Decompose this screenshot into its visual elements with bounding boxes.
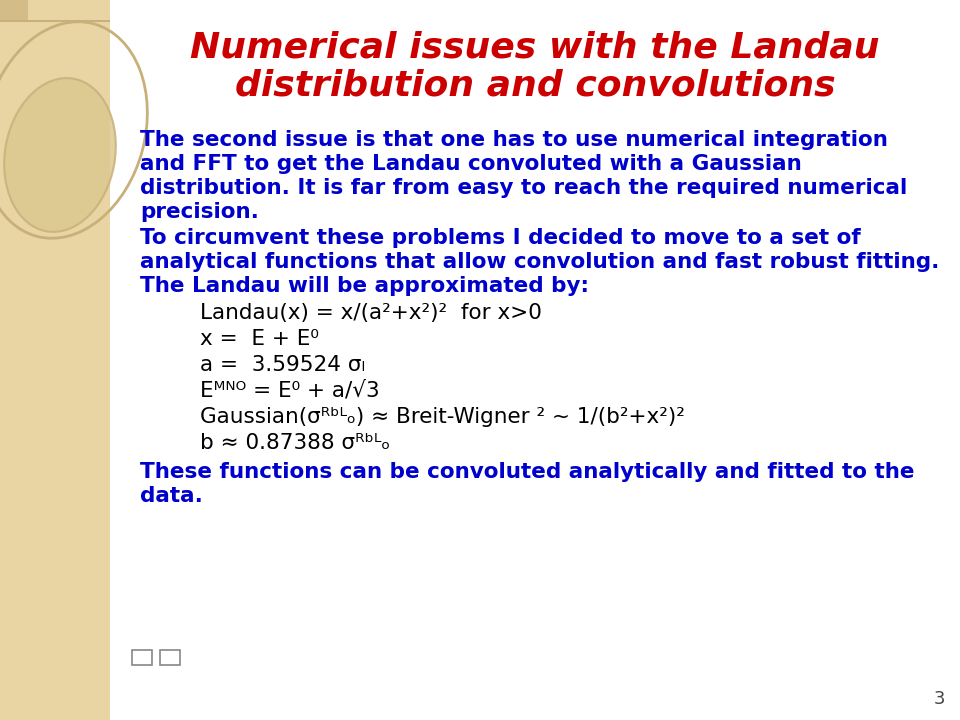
Text: precision.: precision. (140, 202, 259, 222)
Bar (0, 0, 110, 720)
Text: The second issue is that one has to use numerical integration: The second issue is that one has to use … (140, 130, 888, 150)
Text: To circumvent these problems I decided to move to a set of: To circumvent these problems I decided t… (140, 228, 861, 248)
Text: data.: data. (140, 486, 203, 506)
Bar (0, 0, 28, 20)
Text: Landau(x) = x/(a²+x²)²  for x>0: Landau(x) = x/(a²+x²)² for x>0 (200, 303, 541, 323)
Ellipse shape (4, 78, 116, 232)
Text: 3: 3 (933, 690, 945, 708)
Text: b ≈ 0.87388 σᴿᵇᴸₒ: b ≈ 0.87388 σᴿᵇᴸₒ (200, 433, 391, 453)
Bar (160, 650, 180, 665)
Text: Gaussian(σᴿᵇᴸₒ) ≈ Breit-Wigner ² ~ 1/(b²+x²)²: Gaussian(σᴿᵇᴸₒ) ≈ Breit-Wigner ² ~ 1/(b²… (200, 407, 684, 427)
Text: Numerical issues with the Landau: Numerical issues with the Landau (190, 31, 879, 65)
Text: These functions can be convoluted analytically and fitted to the: These functions can be convoluted analyt… (140, 462, 915, 482)
Text: analytical functions that allow convolution and fast robust fitting.: analytical functions that allow convolut… (140, 252, 940, 272)
Text: The Landau will be approximated by:: The Landau will be approximated by: (140, 276, 589, 296)
Bar (132, 650, 152, 665)
Text: a =  3.59524 σₗ: a = 3.59524 σₗ (200, 355, 365, 375)
Text: distribution and convolutions: distribution and convolutions (234, 68, 835, 102)
Text: and FFT to get the Landau convoluted with a Gaussian: and FFT to get the Landau convoluted wit… (140, 154, 802, 174)
Text: Eᴹᴺᴼ = E⁰ + a/√3: Eᴹᴺᴼ = E⁰ + a/√3 (200, 381, 379, 401)
Text: x =  E + E⁰: x = E + E⁰ (200, 329, 319, 349)
Text: distribution. It is far from easy to reach the required numerical: distribution. It is far from easy to rea… (140, 178, 907, 198)
Bar (0, 20, 110, 22)
